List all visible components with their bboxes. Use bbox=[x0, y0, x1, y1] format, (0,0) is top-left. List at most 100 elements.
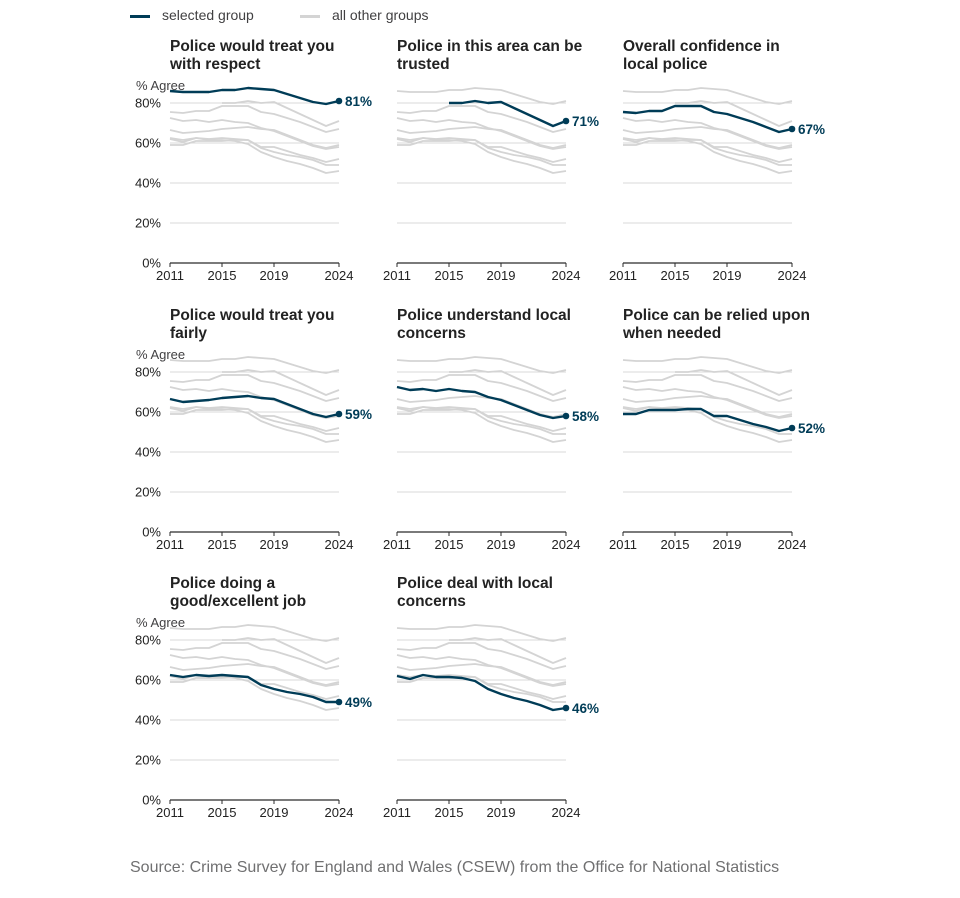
panel-title-line: trusted bbox=[397, 56, 450, 73]
panel-title-line: Overall confidence in bbox=[623, 38, 780, 55]
x-tick-label: 2015 bbox=[208, 268, 237, 283]
x-tick-label: 2015 bbox=[435, 805, 464, 820]
other-group-line bbox=[622, 356, 793, 374]
other-group-line bbox=[169, 642, 340, 670]
x-tick-label: 2019 bbox=[487, 268, 516, 283]
end-value-label: 67% bbox=[798, 122, 825, 137]
end-value-label: 71% bbox=[572, 114, 599, 129]
other-group-line bbox=[222, 637, 340, 664]
other-group-line bbox=[169, 654, 340, 687]
panel-title-line: concerns bbox=[397, 593, 466, 610]
other-group-line bbox=[396, 624, 567, 642]
end-value-label: 58% bbox=[572, 409, 599, 424]
panel-title-line: local police bbox=[623, 56, 708, 73]
selected-group-line bbox=[623, 407, 793, 433]
panel-title-line: Police deal with local bbox=[397, 575, 553, 592]
selected-group-line bbox=[396, 385, 567, 420]
other-group-line bbox=[622, 117, 793, 150]
other-group-line bbox=[622, 395, 793, 418]
other-group-line bbox=[169, 137, 340, 174]
other-group-line bbox=[169, 117, 340, 150]
other-group-line bbox=[396, 117, 567, 150]
x-tick-label: 2011 bbox=[609, 268, 637, 283]
y-tick-label: 60% bbox=[135, 136, 161, 151]
other-group-line bbox=[675, 100, 793, 127]
y-tick-label: 0% bbox=[142, 525, 161, 540]
other-group-line bbox=[396, 126, 567, 149]
x-tick-label: 2011 bbox=[156, 805, 184, 820]
y-tick-label: 0% bbox=[142, 256, 161, 271]
end-point-marker bbox=[562, 412, 570, 420]
other-group-line bbox=[622, 386, 793, 419]
panel-title-line: Police doing a bbox=[170, 575, 275, 592]
other-group-line bbox=[396, 374, 567, 402]
other-group-line bbox=[169, 624, 340, 642]
y-tick-label: 0% bbox=[142, 793, 161, 808]
selected-group-line bbox=[449, 99, 567, 128]
x-tick-label: 2011 bbox=[383, 537, 411, 552]
source-note: Source: Crime Survey for England and Wal… bbox=[130, 859, 780, 876]
x-tick-label: 2019 bbox=[487, 805, 516, 820]
x-tick-label: 2019 bbox=[713, 537, 742, 552]
end-point-marker bbox=[335, 698, 343, 706]
end-value-label: 46% bbox=[572, 701, 599, 716]
x-tick-label: 2024 bbox=[325, 268, 354, 283]
other-group-line bbox=[169, 356, 340, 374]
x-tick-label: 2015 bbox=[661, 537, 690, 552]
y-tick-label: 40% bbox=[135, 176, 161, 191]
selected-group-line bbox=[169, 673, 339, 704]
y-axis-title: % Agree bbox=[136, 615, 185, 630]
legend-label-selected: selected group bbox=[162, 7, 254, 23]
y-tick-label: 20% bbox=[135, 753, 161, 768]
other-group-line bbox=[675, 369, 793, 396]
end-point-marker bbox=[562, 704, 570, 712]
panel-title-line: Police in this area can be bbox=[397, 38, 583, 55]
y-axis-title: % Agree bbox=[136, 347, 185, 362]
x-tick-label: 2011 bbox=[156, 537, 184, 552]
other-group-line bbox=[169, 105, 340, 133]
y-tick-label: 80% bbox=[135, 633, 161, 648]
panel-title-line: Police can be relied upon bbox=[623, 307, 810, 324]
selected-group-line bbox=[396, 673, 567, 712]
panel-title-line: Police would treat you bbox=[170, 307, 335, 324]
other-group-line bbox=[622, 137, 793, 174]
x-tick-label: 2019 bbox=[260, 268, 289, 283]
other-group-line bbox=[169, 126, 340, 149]
other-group-line bbox=[396, 105, 567, 133]
x-tick-label: 2019 bbox=[487, 537, 516, 552]
x-tick-label: 2015 bbox=[208, 805, 237, 820]
panel-title-line: fairly bbox=[170, 325, 207, 342]
legend-swatch-selected bbox=[130, 15, 150, 18]
x-tick-label: 2024 bbox=[552, 268, 581, 283]
x-tick-label: 2024 bbox=[325, 805, 354, 820]
end-value-label: 52% bbox=[798, 421, 825, 436]
other-group-line bbox=[396, 356, 567, 374]
x-tick-label: 2019 bbox=[260, 805, 289, 820]
other-group-line bbox=[396, 663, 567, 686]
selected-group-line bbox=[622, 104, 793, 134]
y-tick-label: 80% bbox=[135, 96, 161, 111]
y-tick-label: 60% bbox=[135, 405, 161, 420]
other-group-line bbox=[222, 369, 340, 396]
other-group-line bbox=[396, 654, 567, 687]
other-group-line bbox=[169, 406, 340, 443]
y-tick-label: 40% bbox=[135, 713, 161, 728]
panel-title-line: Police would treat you bbox=[170, 38, 335, 55]
other-group-line bbox=[396, 406, 567, 443]
x-tick-label: 2011 bbox=[383, 805, 411, 820]
y-tick-label: 60% bbox=[135, 673, 161, 688]
other-group-line bbox=[449, 369, 567, 396]
x-tick-label: 2024 bbox=[552, 805, 581, 820]
panel-title-line: good/excellent job bbox=[170, 593, 306, 610]
end-point-marker bbox=[335, 97, 343, 105]
x-tick-label: 2015 bbox=[435, 268, 464, 283]
panel-title-line: when needed bbox=[622, 325, 721, 342]
other-group-line bbox=[622, 87, 793, 105]
other-group-line bbox=[622, 406, 793, 443]
other-group-line bbox=[449, 637, 567, 664]
